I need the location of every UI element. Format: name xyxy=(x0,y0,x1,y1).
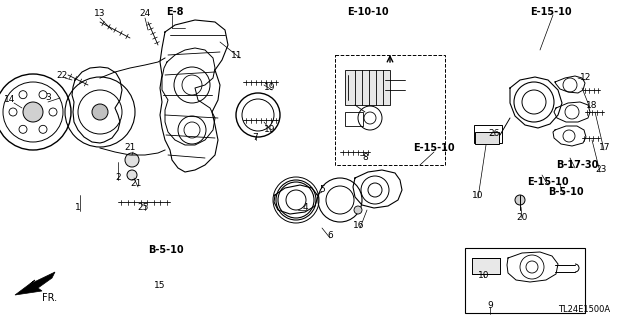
Text: B-17-30: B-17-30 xyxy=(556,160,598,170)
Text: 8: 8 xyxy=(362,153,368,162)
Bar xyxy=(465,248,585,313)
Text: 21: 21 xyxy=(131,179,141,188)
Circle shape xyxy=(125,153,139,167)
Text: 15: 15 xyxy=(154,280,166,290)
Text: 4: 4 xyxy=(302,204,308,212)
Text: 14: 14 xyxy=(4,95,16,105)
Text: 10: 10 xyxy=(472,191,484,201)
Text: TL24E1500A: TL24E1500A xyxy=(558,305,610,314)
Circle shape xyxy=(515,195,525,205)
Text: 25: 25 xyxy=(138,204,148,212)
Bar xyxy=(345,70,390,105)
Text: B-5-10: B-5-10 xyxy=(548,187,584,197)
Text: 6: 6 xyxy=(327,232,333,241)
Circle shape xyxy=(354,206,362,214)
Circle shape xyxy=(92,104,108,120)
Text: E-15-10: E-15-10 xyxy=(413,143,455,153)
Text: 1: 1 xyxy=(75,204,81,212)
Circle shape xyxy=(23,102,43,122)
Text: 22: 22 xyxy=(56,70,68,79)
Text: 18: 18 xyxy=(586,101,598,110)
Text: 9: 9 xyxy=(487,301,493,310)
Bar xyxy=(474,125,502,143)
Text: 24: 24 xyxy=(140,10,150,19)
Bar xyxy=(475,132,499,144)
Text: 23: 23 xyxy=(595,166,607,174)
Text: 20: 20 xyxy=(516,212,528,221)
Bar xyxy=(335,55,445,165)
Polygon shape xyxy=(15,272,55,295)
Text: 13: 13 xyxy=(94,10,106,19)
Text: 12: 12 xyxy=(580,73,592,83)
Text: E-10-10: E-10-10 xyxy=(347,7,389,17)
Text: FR.: FR. xyxy=(42,293,58,303)
Text: 21: 21 xyxy=(124,144,136,152)
Text: 19: 19 xyxy=(264,125,276,135)
Bar xyxy=(472,258,500,274)
Text: 7: 7 xyxy=(252,133,258,143)
Text: B-5-10: B-5-10 xyxy=(148,245,184,255)
Circle shape xyxy=(127,170,137,180)
Text: 2: 2 xyxy=(115,173,121,182)
Text: E-15-10: E-15-10 xyxy=(527,177,569,187)
Text: E-15-10: E-15-10 xyxy=(530,7,572,17)
Text: 19: 19 xyxy=(264,84,276,93)
Text: 11: 11 xyxy=(231,50,243,60)
Text: 16: 16 xyxy=(353,221,365,231)
Text: 10: 10 xyxy=(478,271,490,279)
Text: 17: 17 xyxy=(599,144,611,152)
Text: E-8: E-8 xyxy=(166,7,184,17)
Text: 5: 5 xyxy=(319,186,325,195)
Text: 3: 3 xyxy=(45,93,51,102)
Text: 26: 26 xyxy=(488,129,500,137)
Bar xyxy=(345,112,363,126)
